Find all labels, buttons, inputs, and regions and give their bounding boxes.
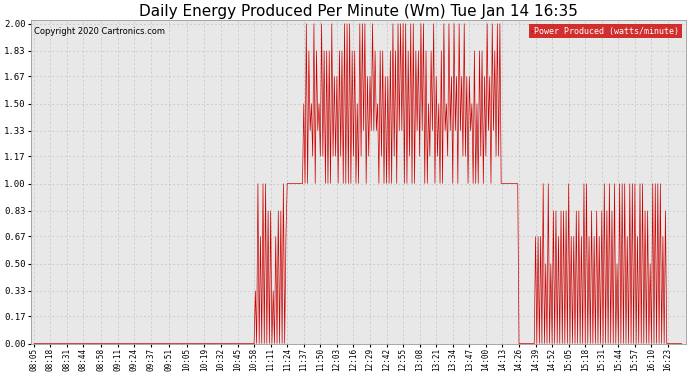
Text: Copyright 2020 Cartronics.com: Copyright 2020 Cartronics.com — [34, 27, 166, 36]
Title: Daily Energy Produced Per Minute (Wm) Tue Jan 14 16:35: Daily Energy Produced Per Minute (Wm) Tu… — [139, 4, 578, 19]
Legend: Power Produced (watts/minute): Power Produced (watts/minute) — [529, 24, 682, 39]
